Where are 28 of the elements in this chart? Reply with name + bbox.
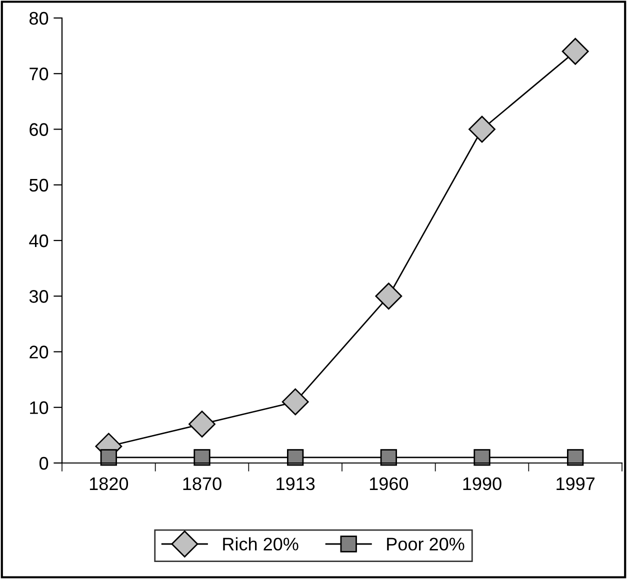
y-tick-label: 70 [30,68,48,80]
x-tick-label: 1997 [556,477,595,490]
y-tick-label: 20 [30,346,48,358]
y-tick-label: 60 [30,123,48,136]
point [380,449,397,466]
y-tick-label: 0 [39,456,48,470]
y-tick-label: 50 [29,178,48,192]
y-tick-label: 80 [30,12,48,25]
x-tick-label: 1913 [276,477,315,490]
point [188,410,216,438]
point [100,449,117,466]
legend-label: Poor 20% [387,538,464,550]
legend-label: Rich 20% [223,537,298,550]
point [562,38,589,65]
point [287,449,304,466]
point [194,449,210,466]
y-tick-label: 30 [29,290,48,303]
x-tick-label: 1960 [370,477,408,490]
point [468,116,496,143]
point [474,449,490,466]
point [375,282,402,310]
point [567,449,584,466]
y-tick-label: 10 [30,401,48,414]
x-tick-label: 1820 [90,477,128,490]
point [282,388,309,416]
x-tick-label: 1990 [463,477,502,490]
y-tick-label: 40 [29,234,48,248]
x-tick-label: 1870 [183,477,222,490]
